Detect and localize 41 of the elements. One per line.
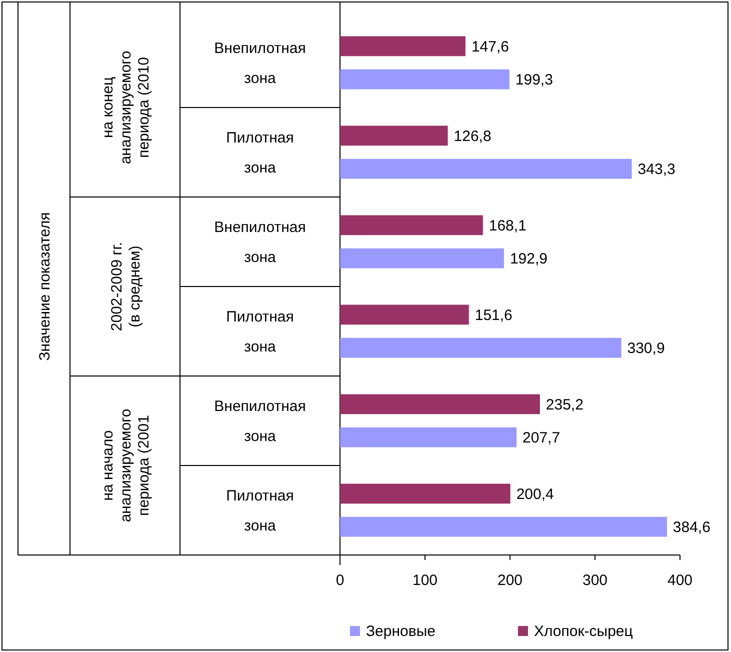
bar	[340, 158, 632, 179]
bar	[340, 69, 510, 90]
legend-label: Хлопок-сырец	[534, 623, 634, 640]
x-tick-label: 0	[336, 572, 344, 589]
y-tick-label: Внепилотная зона	[214, 40, 306, 87]
data-label: 168,1	[488, 217, 526, 234]
bar	[340, 427, 517, 448]
bar	[340, 338, 622, 358]
x-tick-label: 200	[497, 572, 523, 589]
bar	[340, 126, 448, 146]
y-tick-label: Пилотная зона	[226, 130, 294, 176]
data-label: 207,7	[522, 430, 560, 447]
bar	[340, 248, 504, 268]
y-tick-label: Внепилотная зона	[214, 219, 306, 266]
data-label: 126,8	[454, 128, 492, 145]
data-label: 384,6	[672, 519, 710, 536]
data-label: 147,6	[471, 38, 510, 56]
data-label: 192,9	[510, 250, 548, 268]
data-label: 200,4	[516, 486, 554, 503]
y-tick-label: Пилотная зона	[226, 308, 294, 356]
data-label: 235,2	[546, 396, 584, 414]
data-label: 343,3	[638, 161, 676, 178]
y-tick-label: Пилотная зона	[226, 488, 294, 534]
bar	[340, 394, 540, 414]
data-label: 151,6	[474, 306, 512, 324]
text: Значение показателя	[36, 212, 54, 361]
data-label: 199,3	[515, 72, 553, 89]
y-tick-label: Внепилотная зона	[214, 398, 306, 445]
data-label: 330,9	[627, 340, 665, 358]
text: на начало анализируемого периода (2001	[99, 408, 152, 522]
bar	[340, 484, 510, 504]
x-tick-label: 300	[582, 572, 608, 589]
x-tick-label: 100	[412, 572, 438, 589]
x-tick-label: 400	[667, 572, 693, 589]
bar	[340, 304, 469, 325]
bar	[340, 215, 483, 236]
bar	[340, 36, 466, 56]
bar	[340, 516, 667, 537]
text: 2002-2009 гг. (в среднем)	[108, 242, 144, 332]
text: на конец анализируемого периода (2010	[99, 50, 152, 164]
legend-label: Зерновые	[366, 623, 436, 640]
